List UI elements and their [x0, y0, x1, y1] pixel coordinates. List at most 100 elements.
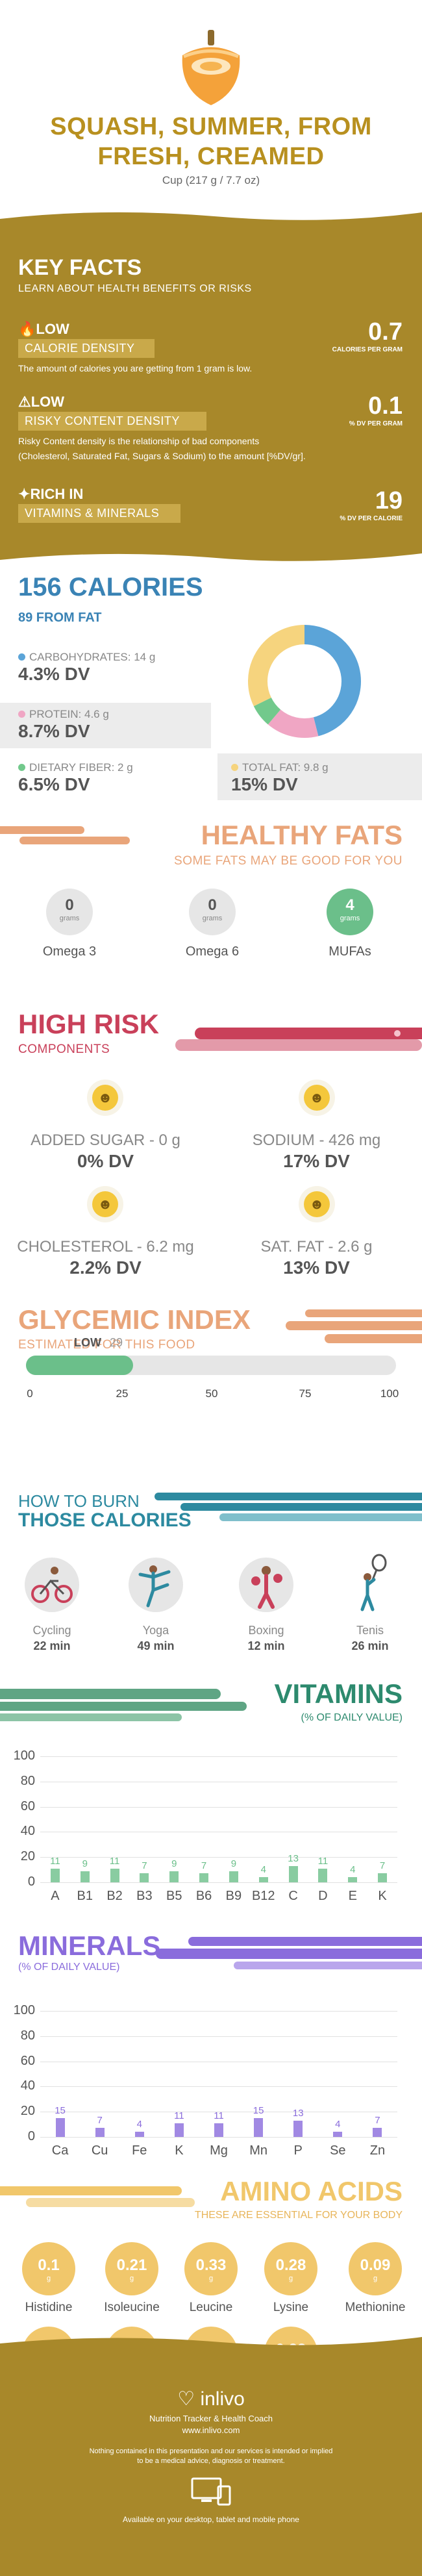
minerals-bar-k	[174, 2123, 184, 2137]
mufas-label: MUFAs	[329, 944, 371, 959]
carbohydrates-stat: CARBOHYDRATES: 14 g 4.3% DV	[18, 651, 156, 684]
rich-in-level: RICH IN	[30, 486, 84, 502]
risky-content-level: LOW	[31, 394, 65, 410]
minerals-category-label: Mn	[249, 2143, 267, 2158]
amino-subtitle: THESE ARE ESSENTIAL FOR YOUR BODY	[194, 2210, 403, 2221]
minerals-category-label: Cu	[91, 2143, 108, 2158]
footer-tagline: Nutrition Tracker & Health Coach	[149, 2414, 273, 2423]
amino-unit: g	[46, 2275, 51, 2282]
gi-tick-50: 50	[205, 1387, 218, 1400]
cycling-label: Cycling	[32, 1624, 71, 1637]
yoga-minutes: 49 min	[137, 1639, 175, 1652]
footer-disclaimer-1: Nothing contained in this presentation a…	[89, 2447, 333, 2455]
key-facts-title: KEY FACTS	[18, 255, 142, 280]
fiber-dv: 6.5% DV	[18, 774, 90, 794]
calorie-density-fact: 🔥LOW CALORIE DENSITY	[18, 321, 239, 360]
vitamins-gridline	[40, 1756, 397, 1757]
boxing-minutes: 12 min	[247, 1639, 285, 1652]
flame-icon: 🔥	[18, 321, 36, 337]
fiber-dot	[18, 764, 25, 771]
minerals-bar-mn	[254, 2117, 264, 2137]
high-risk-title: HIGH RISK	[18, 1009, 160, 1039]
serving-size: Cup (217 g / 7.7 oz)	[162, 174, 260, 186]
gi-tick-0: 0	[27, 1387, 33, 1400]
risky-content-fact: ⚠LOW RISKY CONTENT DENSITY	[18, 394, 239, 433]
minerals-category-label: Zn	[369, 2143, 386, 2158]
minerals-ytick: 0	[27, 2129, 35, 2143]
minerals-gridline	[40, 2086, 397, 2088]
vitamins-ytick: 60	[20, 1799, 35, 1813]
amino-unit: g	[129, 2275, 134, 2282]
minerals-category-label: Mg	[210, 2143, 228, 2158]
sodium-label: SODIUM - 426 mg	[252, 1131, 381, 1149]
vitamins-value-label: 7	[201, 1860, 207, 1872]
amino-unit: g	[288, 2275, 293, 2282]
decor-stripes	[175, 1028, 422, 1051]
burn-title-line-1: HOW TO BURN	[18, 1491, 140, 1511]
vitamins-bar-b5	[169, 1871, 179, 1882]
healthy-fats-title: HEALTHY FATS	[201, 820, 403, 850]
sat-fat-label: SAT. FAT - 2.6 g	[260, 1238, 373, 1256]
key-facts-section	[0, 221, 422, 546]
high-risk-subtitle: COMPONENTS	[18, 1042, 110, 1056]
amino-circle-isoleucine: 0.21 g	[105, 2242, 158, 2295]
minerals-title: MINERALS	[18, 1930, 161, 1961]
minerals-gridline	[40, 2011, 397, 2012]
omega6-label: Omega 6	[185, 944, 240, 959]
title-line-1: SQUASH, SUMMER, FROM	[50, 113, 372, 140]
added-sugar-dv: 0% DV	[77, 1151, 134, 1171]
sat-fat-dv: 13% DV	[283, 1257, 350, 1278]
minerals-category-label: Ca	[51, 2143, 69, 2158]
amino-label-leucine: Leucine	[189, 2301, 233, 2314]
wave-divider	[0, 544, 422, 561]
minerals-value-label: 7	[97, 2115, 103, 2127]
fiber-stat: DIETARY FIBER: 2 g 6.5% DV	[18, 761, 133, 794]
risky-content-label: RISKY CONTENT DENSITY	[18, 412, 206, 431]
burn-title-line-2: THOSE CALORIES	[18, 1509, 192, 1531]
devices-icon	[191, 2477, 231, 2506]
minerals-value-label: 7	[375, 2115, 380, 2127]
cholesterol-smiley-icon: ☻	[87, 1186, 123, 1222]
amino-value: 0.33	[195, 2256, 227, 2274]
vitamins-value-label: 11	[317, 1855, 329, 1867]
minerals-value-label: 11	[214, 2110, 224, 2121]
fat-dv: 15% DV	[231, 774, 298, 794]
cholesterol-dv: 2.2% DV	[69, 1257, 142, 1278]
vitamins-category-label: B12	[251, 1889, 275, 1903]
minerals-ytick: 100	[13, 2003, 35, 2017]
minerals-value-label: 13	[292, 2107, 304, 2119]
risky-content-unit: % DV PER GRAM	[349, 420, 403, 427]
minerals-value-label: 4	[335, 2119, 341, 2130]
minerals-value-label: 11	[174, 2110, 184, 2121]
fat-dot	[231, 764, 238, 771]
vitamins-value-label: 13	[288, 1852, 299, 1864]
calorie-density-value: 0.7	[368, 318, 403, 346]
vitamins-ytick: 40	[20, 1824, 35, 1839]
minerals-bar-p	[293, 2120, 303, 2137]
glycemic-reading: LOW 29	[74, 1336, 123, 1350]
minerals-ytick: 60	[20, 2053, 35, 2068]
vitamins-category-label: A	[51, 1889, 60, 1903]
amino-circle-methionine: 0.09 g	[349, 2242, 402, 2295]
protein-stat-bg	[0, 703, 211, 748]
vitamins-bar-b12	[258, 1877, 268, 1882]
minerals-chart: 0 20 40 60 80 100 15 Ca 7 Cu 4 Fe 11 K 11 Mg 15 Mn 13 P 4 Se 7…	[0, 2002, 422, 2171]
vitamins-ytick: 80	[20, 1773, 35, 1788]
calorie-density-level: LOW	[36, 321, 69, 337]
omega3-circle: 0 grams	[46, 889, 93, 935]
omega6-circle: 0 grams	[189, 889, 236, 935]
amino-circle-lysine: 0.28 g	[264, 2242, 317, 2295]
vitamins-category-label: B3	[136, 1889, 153, 1903]
fat-stat: TOTAL FAT: 9.8 g 15% DV	[231, 761, 329, 794]
vitamins-bar-b3	[140, 1873, 149, 1882]
minerals-subtitle: (% OF DAILY VALUE)	[18, 1962, 120, 1973]
minerals-category-label: Fe	[132, 2143, 147, 2158]
glycemic-subtitle: ESTIMATED FOR THIS FOOD	[18, 1338, 195, 1352]
rich-in-label: VITAMINS & MINERALS	[18, 504, 180, 523]
vitamins-category-label: K	[378, 1889, 387, 1903]
cycling-icon	[25, 1558, 79, 1612]
minerals-value-label: 15	[55, 2104, 66, 2116]
amino-value: 0.1	[38, 2256, 60, 2274]
vitamins-value-label: 11	[109, 1855, 120, 1867]
gi-tick-25: 25	[116, 1387, 129, 1400]
